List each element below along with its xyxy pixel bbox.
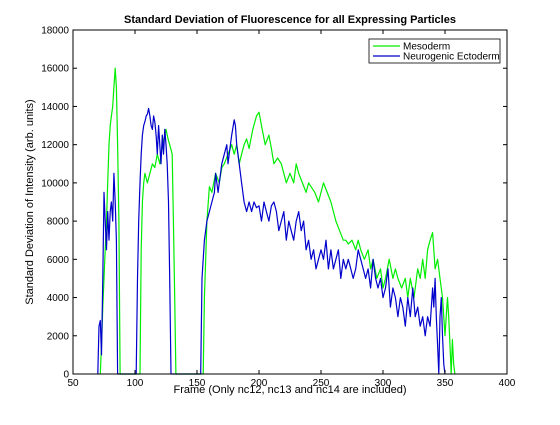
x-tick-label: 50 [67,378,79,389]
plot-area [73,30,507,374]
x-tick-label: 300 [375,378,392,389]
y-tick-label: 12000 [41,140,69,151]
y-tick-label: 4000 [47,293,70,304]
y-axis: 0 2000 4000 6000 8000 10000 12000 14000 16000 180… [41,26,507,381]
x-tick-label: 350 [437,378,454,389]
series-line-neurogenic-ectoderm [97,107,446,375]
plot-frame [72,29,508,375]
x-axis: 50 100 150 200 250 300 350 400 [67,30,516,389]
legend-box [368,38,501,64]
legend-label-neurogenic-ectoderm: Neurogenic Ectoderm [403,52,500,63]
series-layer [97,67,456,375]
x-tick-label: 400 [499,378,516,389]
x-tick-label: 200 [251,378,268,389]
y-tick-label: 16000 [41,64,69,75]
y-tick-label: 18000 [41,26,69,37]
y-axis-label: Standard Deviation of Intensity (arb. un… [24,99,36,304]
y-tick-label: 8000 [47,217,70,228]
x-axis-label: Frame (Only nc12, nc13 and nc14 are incl… [174,384,407,396]
x-tick-label: 250 [313,378,330,389]
legend-label-mesoderm: Mesoderm [403,42,450,53]
x-tick-label: 150 [189,378,206,389]
y-tick-label: 6000 [47,255,70,266]
x-tick-label: 100 [127,378,144,389]
y-tick-label: 2000 [47,331,70,342]
chart-title: Standard Deviation of Fluorescence for a… [124,14,456,26]
y-tick-label: 10000 [41,178,69,189]
legend: Mesoderm Neurogenic Ectoderm [368,38,501,64]
y-tick-label: 0 [63,370,69,381]
series-line-mesoderm [99,67,456,375]
y-tick-label: 14000 [41,102,69,113]
